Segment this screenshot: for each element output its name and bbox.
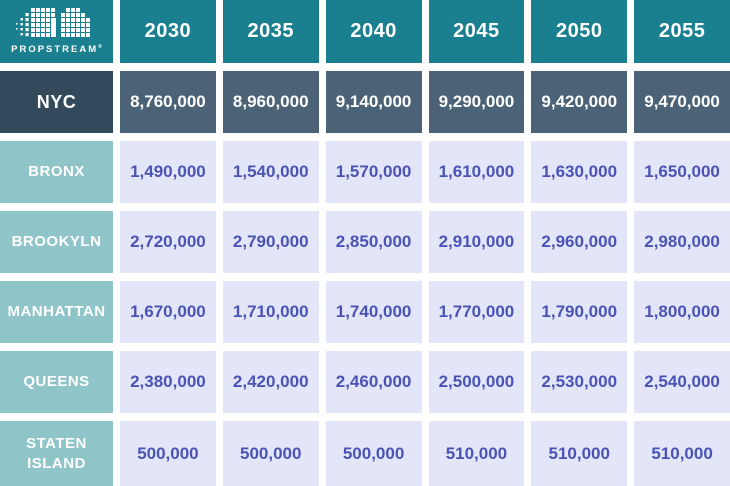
cell-bronx-2045: 1,610,000 xyxy=(428,141,525,203)
cell-queens-2035: 2,420,000 xyxy=(222,351,319,413)
year-header-2030: 2030 xyxy=(120,0,216,63)
cell-manhattan-2050: 1,790,000 xyxy=(531,281,628,343)
cell-brookyln-2045: 2,910,000 xyxy=(428,211,525,273)
cell-manhattan-2045: 1,770,000 xyxy=(428,281,525,343)
cell-nyc-2050: 9,420,000 xyxy=(531,71,628,133)
row-label-staten-island: STATEN ISLAND xyxy=(0,421,113,486)
cell-bronx-2030: 1,490,000 xyxy=(120,141,216,203)
year-header-2045: 2045 xyxy=(428,0,525,63)
cell-bronx-2040: 1,570,000 xyxy=(325,141,422,203)
cell-staten-island-2035: 500,000 xyxy=(222,421,319,486)
cell-staten-island-2050: 510,000 xyxy=(531,421,628,486)
cell-brookyln-2055: 2,980,000 xyxy=(634,211,730,273)
year-header-2050: 2050 xyxy=(531,0,628,63)
cell-nyc-2035: 8,960,000 xyxy=(222,71,319,133)
year-header-2040: 2040 xyxy=(325,0,422,63)
registered-mark: ® xyxy=(98,44,102,51)
cell-brookyln-2040: 2,850,000 xyxy=(325,211,422,273)
cell-nyc-2040: 9,140,000 xyxy=(325,71,422,133)
cell-staten-island-2040: 500,000 xyxy=(325,421,422,486)
cell-bronx-2055: 1,650,000 xyxy=(634,141,730,203)
cell-manhattan-2040: 1,740,000 xyxy=(325,281,422,343)
year-header-2035: 2035 xyxy=(222,0,319,63)
cell-staten-island-2030: 500,000 xyxy=(120,421,216,486)
cell-bronx-2050: 1,630,000 xyxy=(531,141,628,203)
year-header-2055: 2055 xyxy=(634,0,730,63)
cell-nyc-2030: 8,760,000 xyxy=(120,71,216,133)
cell-nyc-2055: 9,470,000 xyxy=(634,71,730,133)
cell-bronx-2035: 1,540,000 xyxy=(222,141,319,203)
row-label-bronx: BRONX xyxy=(0,141,113,203)
row-label-brookyln: BROOKYLN xyxy=(0,211,113,273)
brand-name: PROPSTREAM® xyxy=(11,44,102,56)
cell-staten-island-2045: 510,000 xyxy=(428,421,525,486)
pixel-house-icon xyxy=(15,8,90,38)
cell-brookyln-2035: 2,790,000 xyxy=(222,211,319,273)
cell-brookyln-2030: 2,720,000 xyxy=(120,211,216,273)
row-label-queens: QUEENS xyxy=(0,351,113,413)
cell-queens-2040: 2,460,000 xyxy=(325,351,422,413)
cell-staten-island-2055: 510,000 xyxy=(634,421,730,486)
cell-nyc-2045: 9,290,000 xyxy=(428,71,525,133)
cell-queens-2045: 2,500,000 xyxy=(428,351,525,413)
cell-brookyln-2050: 2,960,000 xyxy=(531,211,628,273)
cell-manhattan-2035: 1,710,000 xyxy=(222,281,319,343)
cell-queens-2055: 2,540,000 xyxy=(634,351,730,413)
cell-queens-2030: 2,380,000 xyxy=(120,351,216,413)
propstream-logo: PROPSTREAM® xyxy=(0,0,113,63)
cell-manhattan-2055: 1,800,000 xyxy=(634,281,730,343)
row-label-manhattan: MANHATTAN xyxy=(0,281,113,343)
cell-queens-2050: 2,530,000 xyxy=(531,351,628,413)
row-label-nyc: NYC xyxy=(0,71,113,133)
cell-manhattan-2030: 1,670,000 xyxy=(120,281,216,343)
